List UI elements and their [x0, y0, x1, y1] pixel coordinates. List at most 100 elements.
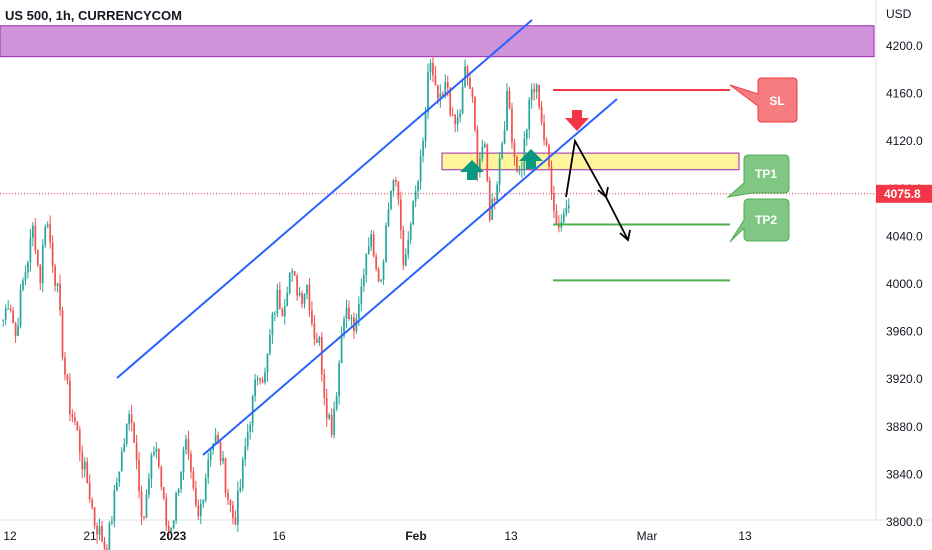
candle-body — [251, 396, 254, 425]
candle-body — [150, 455, 153, 479]
candle-body — [264, 372, 266, 383]
candle-body — [444, 81, 447, 96]
candle-body — [194, 488, 197, 506]
candle-body — [340, 335, 343, 364]
candle-body — [395, 179, 397, 182]
resistance-zone[interactable] — [0, 25, 875, 58]
time-axis[interactable]: 12 21 2023 16 Feb 13 Mar 13 — [3, 529, 752, 543]
candle-body — [111, 521, 113, 524]
price-axis[interactable]: 4200.04160.04120.04080.04040.04000.03960… — [886, 39, 923, 550]
candle-body — [239, 487, 242, 491]
candle-body — [456, 117, 459, 125]
candle-body — [27, 262, 29, 273]
candle-body — [9, 308, 12, 311]
candle-body — [429, 62, 432, 73]
candle-body — [424, 112, 427, 142]
time-tick-label: 16 — [272, 529, 286, 543]
candle-body — [276, 289, 279, 314]
time-tick-label: 13 — [504, 529, 518, 543]
channel-lower-line[interactable] — [202, 98, 618, 456]
candle-body — [29, 237, 32, 263]
candle-body — [471, 88, 474, 97]
candle-body — [486, 144, 489, 181]
candle-body — [367, 246, 370, 254]
candle-body — [143, 516, 145, 518]
candle-body — [93, 507, 96, 526]
candle-body — [565, 208, 568, 214]
candle-body — [177, 489, 180, 494]
candle-body — [427, 72, 429, 113]
candle-body — [449, 87, 452, 115]
candle-body — [377, 269, 380, 282]
candle-body — [409, 224, 412, 240]
candle-body — [153, 451, 155, 456]
candle-body — [545, 140, 548, 146]
candle-body — [399, 199, 402, 230]
candle-body — [481, 147, 484, 159]
candle-body — [513, 142, 516, 158]
candle-body — [162, 487, 165, 498]
candle-body — [345, 307, 348, 319]
time-tick-label: 13 — [738, 529, 752, 543]
candle-body — [103, 541, 106, 549]
candle-body — [41, 244, 44, 284]
candle-body — [446, 81, 449, 88]
candle-body — [528, 99, 531, 130]
candle-body — [224, 457, 227, 493]
candle-body — [483, 144, 486, 148]
candle-body — [493, 199, 496, 201]
candle-body — [91, 499, 94, 508]
sell-arrow-icon[interactable] — [565, 110, 589, 131]
candle-body — [328, 414, 331, 419]
candle-body — [180, 472, 182, 490]
price-tick-label: 4040.0 — [886, 229, 923, 243]
candle-body — [439, 93, 442, 99]
candle-body — [291, 271, 294, 273]
candle-body — [518, 170, 521, 172]
candle-body — [249, 424, 252, 433]
projection-arrows[interactable] — [565, 138, 631, 242]
candle-body — [217, 435, 219, 442]
candle-body — [432, 62, 434, 76]
candle-body — [538, 84, 540, 107]
candle-body — [76, 421, 79, 430]
candle-body — [288, 272, 291, 293]
candle-body — [281, 308, 284, 317]
candle-body — [241, 459, 244, 488]
candle-body — [397, 181, 400, 200]
candle-body — [412, 200, 415, 225]
candle-body — [478, 158, 481, 173]
candle-body — [61, 310, 64, 358]
candle-body — [274, 313, 276, 315]
candle-body — [459, 113, 461, 118]
candle-body — [316, 339, 318, 343]
candle-body — [2, 319, 5, 321]
candle-body — [508, 91, 511, 109]
candle-body — [498, 158, 501, 185]
candle-body — [419, 156, 422, 182]
tp2-callout[interactable]: TP2 — [729, 198, 790, 243]
candle-body — [533, 89, 536, 92]
sl-callout[interactable]: SL — [729, 77, 798, 123]
candle-body — [511, 108, 513, 143]
candle-body — [370, 234, 373, 247]
candle-body — [414, 191, 417, 201]
candle-body — [454, 115, 457, 125]
candle-body — [372, 234, 375, 257]
price-tick-label: 3880.0 — [886, 420, 923, 434]
candle-body — [204, 477, 207, 501]
current-price-tag: 4075.8 — [876, 184, 932, 203]
buy-arrow-icon-2[interactable] — [519, 149, 543, 169]
time-tick-label: 21 — [83, 529, 97, 543]
candle-body — [530, 89, 533, 100]
buy-arrow-icon-1[interactable] — [460, 160, 484, 180]
price-tick-label: 4200.0 — [886, 39, 923, 53]
candle-body — [54, 266, 56, 286]
candle-body — [108, 523, 111, 550]
channel-upper-line[interactable] — [116, 19, 533, 379]
candle-body — [123, 443, 126, 452]
tp1-callout[interactable]: TP1 — [726, 154, 790, 198]
candle-body — [222, 457, 224, 462]
